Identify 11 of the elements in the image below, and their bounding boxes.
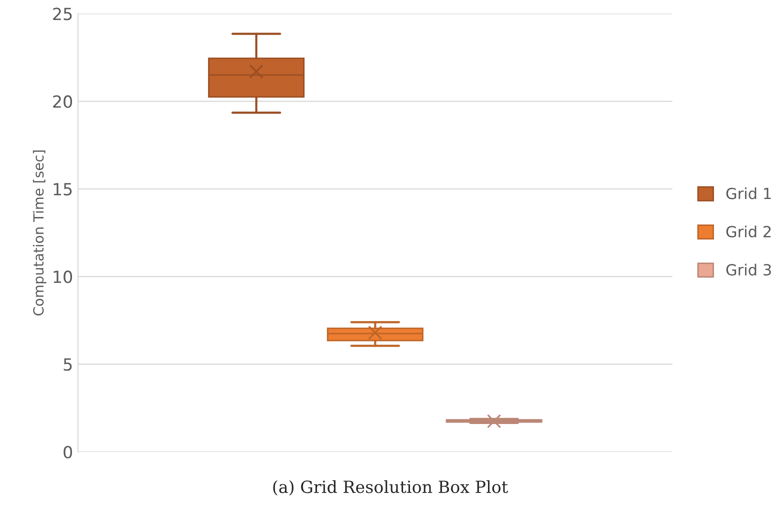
- y-axis-title: Computation Time [sec]: [32, 150, 46, 316]
- y-tick-label: 5: [64, 358, 72, 371]
- y-tick-label: 20: [53, 95, 72, 108]
- y-tick-label: 15: [54, 183, 72, 196]
- legend-label: Grid 1: [726, 187, 771, 200]
- legend-label: Grid 2: [726, 226, 771, 238]
- legend-label: Grid 3: [726, 264, 771, 276]
- y-tick-label: 10: [54, 270, 72, 284]
- text: (a) Grid Resolution Box Plot: [273, 480, 508, 496]
- y-tick-label: 25: [53, 8, 72, 20]
- y-tick-label: 0: [64, 446, 72, 458]
